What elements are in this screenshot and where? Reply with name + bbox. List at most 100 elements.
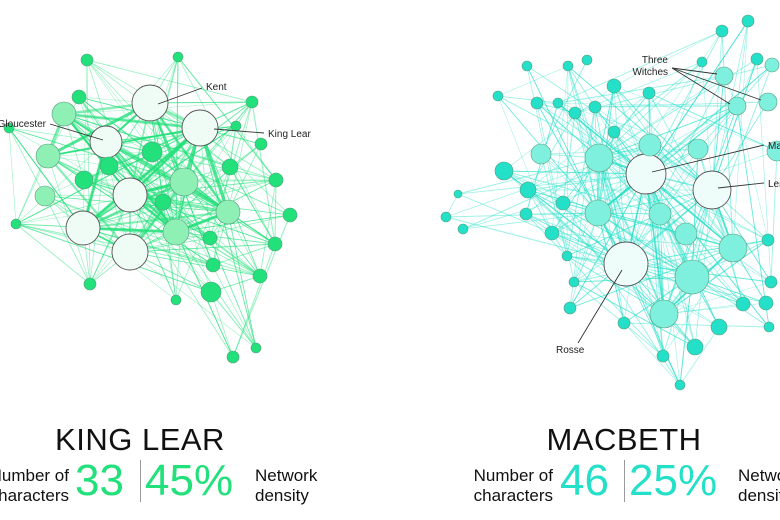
lear-network-density: 45% [145,456,234,505]
network-edge [551,65,569,234]
network-edge [526,65,599,214]
character-node [131,84,169,122]
network-edge [129,194,261,277]
character-node [758,295,774,311]
network-edge [736,105,770,328]
network-edge [209,237,257,349]
character-node [674,259,710,295]
character-node [674,379,686,391]
network-edge [566,189,713,257]
character-node [221,158,239,176]
network-edge [63,113,277,181]
network-edge [567,65,713,191]
network-edge [645,173,665,315]
network-edge [177,56,277,181]
network-edge [645,173,696,348]
network-edge [175,214,291,233]
network-edge [711,58,758,191]
network-edge [183,101,253,183]
network-edge [536,102,738,107]
character-node [169,167,199,197]
network-edge [569,173,647,309]
network-edge [8,127,84,229]
network-edge [527,112,576,191]
network-edge [573,157,600,283]
network-edge [527,189,665,315]
network-edge [47,127,201,157]
gloucester-leader-line [49,123,104,141]
network-edge [685,233,744,305]
character-node [71,89,87,105]
network-edge [235,125,277,181]
network-edge [15,141,107,225]
network-edge [497,95,647,175]
network-edge [251,101,276,245]
network-edge [149,102,277,181]
network-edge [183,101,253,183]
network-edge [645,173,720,328]
network-edge [149,102,177,233]
network-edge [15,127,201,225]
character-node [215,199,241,225]
network-edge [598,157,687,235]
network-edge [551,232,734,249]
network-edge [625,105,738,265]
network-edge [259,179,277,277]
network-edge [573,189,713,283]
network-edge [8,127,84,229]
network-edge [679,276,693,386]
network-edge [86,59,253,103]
character-node [761,233,775,247]
character-node [552,97,564,109]
network-edge [44,195,91,285]
network-edge [623,322,681,386]
network-edge [536,102,576,114]
network-edge [229,166,276,245]
network-edge [15,127,201,225]
network-edge [82,227,214,266]
character-node [758,92,778,112]
network-edge [536,102,599,214]
network-edge [613,85,713,191]
network-edge [625,61,703,265]
king-lear-network [3,51,298,364]
network-edge [129,194,257,349]
character-node [226,350,240,364]
network-edge [175,214,291,233]
network-edge [691,64,773,278]
network-edge [212,125,237,266]
network-edge [82,101,253,229]
macbeth-character-count: 46 [560,456,609,505]
network-edge [8,127,46,197]
network-edge [212,243,276,266]
network-edge [63,113,231,168]
network-edge [597,212,744,305]
character-node [10,218,22,230]
network-edge [645,20,749,175]
network-edge [598,105,738,159]
character-node [111,233,149,271]
network-edge [105,141,261,277]
network-edge [597,212,693,278]
network-edge [594,105,738,108]
network-edge [623,322,770,328]
macbeth-label: Macbeth [768,141,780,152]
network-edge [177,56,277,181]
network-edge [129,251,261,277]
network-edge [566,255,772,283]
network-edge [598,105,738,159]
three-witches-leader-line [671,67,762,101]
network-edge [129,179,277,253]
character-node [154,193,172,211]
character-node [74,170,94,190]
network-edge [701,61,713,191]
network-edge [445,216,627,265]
character-node [735,296,751,312]
network-edge [659,213,665,315]
character-node [710,318,728,336]
character-node [607,125,621,139]
character-node [250,342,262,354]
network-edge [15,113,65,225]
character-node [727,96,747,116]
